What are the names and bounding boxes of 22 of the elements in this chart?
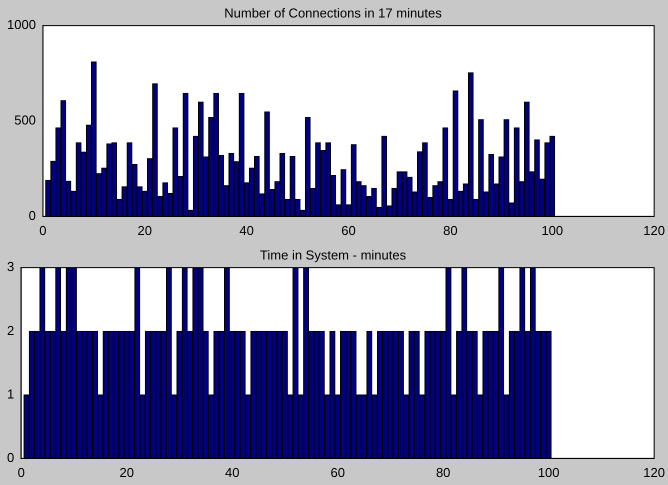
y-tick-label: 0 xyxy=(28,208,36,223)
chart-title: Time in System - minutes xyxy=(260,247,407,262)
y-tick-label: 1 xyxy=(6,386,14,402)
x-tick-label: 120 xyxy=(643,464,666,480)
x-tick-label: 80 xyxy=(436,464,450,480)
x-tick-label: 0 xyxy=(39,222,47,238)
x-tick-label: 60 xyxy=(330,464,345,480)
x-tick-label: 80 xyxy=(443,222,458,238)
x-tick-label: 20 xyxy=(119,464,134,480)
y-tick-label: 2 xyxy=(6,322,14,338)
y-tick-label: 0 xyxy=(6,450,14,465)
x-tick-label: 120 xyxy=(643,222,666,238)
x-tick-label: 40 xyxy=(224,464,240,480)
y-tick-label: 3 xyxy=(6,259,14,274)
y-tick-label: 500 xyxy=(14,112,36,128)
x-tick-label: 60 xyxy=(341,222,356,238)
x-tick-label: 100 xyxy=(541,222,564,238)
chart-title: Number of Connections in 17 minutes xyxy=(224,5,442,20)
x-tick-label: 20 xyxy=(138,222,152,238)
y-tick-label: 1000 xyxy=(7,17,36,32)
x-tick-label: 100 xyxy=(538,464,560,480)
x-tick-label: 40 xyxy=(239,222,254,238)
